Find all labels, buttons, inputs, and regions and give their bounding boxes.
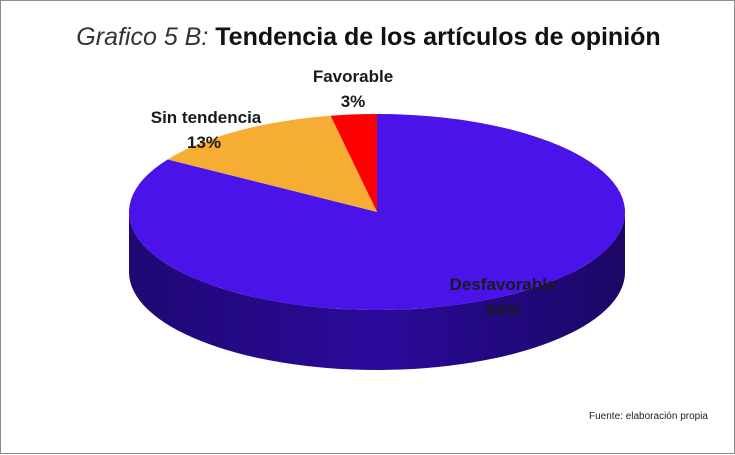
pie-top-group [128, 114, 625, 310]
pie-side-group [129, 212, 625, 370]
slice-value-sin-tendencia: 13% [187, 133, 221, 152]
pie-slice-desfavorable [128, 114, 625, 310]
chart-title-main: Tendencia de los artículos de opinión [215, 23, 661, 51]
source-note: Fuente: elaboración propia [589, 411, 708, 422]
chart-title-prefix: Grafico 5 B: [76, 23, 209, 51]
pie-labels-group: Favorable 3% Sin tendencia 13% Desfavorable 8… [151, 67, 557, 320]
slice-label-desfavorable: Desfavorable [450, 275, 557, 294]
pie-slice-favorable [330, 114, 377, 212]
slice-value-favorable: 3% [341, 92, 366, 111]
chart-title: Grafico 5 B: Tendencia de los artículos … [1, 23, 735, 52]
pie-side-shade-desfavorable [129, 212, 625, 370]
slice-label-favorable: Favorable [313, 67, 393, 86]
pie-slice-sin-tendencia [167, 115, 377, 212]
slice-value-desfavorable: 84% [486, 301, 520, 320]
slice-label-sin-tendencia: Sin tendencia [151, 108, 262, 127]
